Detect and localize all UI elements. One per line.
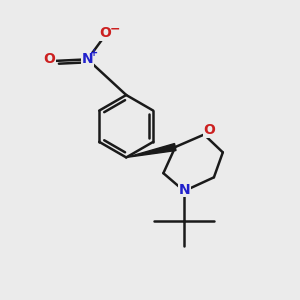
Text: O: O [100,26,111,40]
Text: O: O [43,52,55,66]
Text: −: − [110,22,121,35]
Text: N: N [178,182,190,197]
Text: O: O [203,123,215,137]
Polygon shape [126,143,176,158]
Text: N: N [82,52,93,66]
Text: +: + [90,48,98,59]
